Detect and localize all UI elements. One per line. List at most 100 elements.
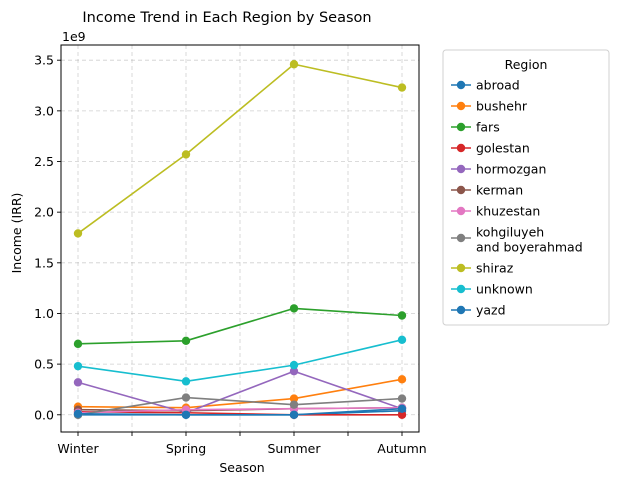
series-line bbox=[77, 406, 403, 414]
data-point bbox=[397, 410, 407, 419]
data-point bbox=[289, 394, 299, 403]
series-line bbox=[77, 370, 403, 414]
series-line bbox=[77, 410, 402, 416]
series-line bbox=[77, 407, 403, 416]
data-point bbox=[397, 394, 407, 403]
data-point bbox=[397, 83, 407, 92]
legend-swatch-marker bbox=[456, 284, 466, 294]
legend-item: khuzestan bbox=[451, 204, 540, 219]
legend-label-line: unknown bbox=[476, 282, 533, 297]
data-point bbox=[181, 377, 191, 386]
series-layer bbox=[73, 60, 407, 419]
y-tick-label: 3.0 bbox=[34, 103, 54, 118]
data-point bbox=[181, 393, 191, 402]
legend-label-line: golestan bbox=[476, 141, 530, 156]
legend-box bbox=[442, 49, 610, 326]
y-offset-label: 1e9 bbox=[62, 29, 86, 44]
legend-item: unknown bbox=[451, 282, 533, 297]
legend-label-line: kerman bbox=[476, 183, 523, 198]
data-point bbox=[181, 336, 191, 346]
series-fars bbox=[73, 304, 407, 349]
y-tick-label: 0.0 bbox=[34, 407, 54, 422]
data-point bbox=[73, 339, 83, 349]
legend-label-line: and boyerahmad bbox=[476, 240, 583, 255]
legend-label-line: shiraz bbox=[476, 261, 514, 276]
legend-swatch-marker bbox=[456, 263, 466, 273]
y-tick-label: 3.5 bbox=[34, 53, 54, 68]
data-point bbox=[397, 375, 407, 384]
legend-label-line: fars bbox=[476, 120, 500, 135]
legend-title: Region bbox=[505, 57, 548, 72]
legend-swatch-marker bbox=[456, 122, 466, 132]
legend-item: golestan bbox=[451, 141, 530, 156]
legend-items: abroad bushehr fars golestan hormozgan kerman… bbox=[451, 78, 583, 318]
legend-label: khuzestan bbox=[476, 204, 540, 219]
legend: Region abroad bushehr fars golestan hormozga… bbox=[442, 49, 610, 326]
legend-label-line: kohgiluyeh bbox=[476, 225, 544, 240]
x-axis-label: Season bbox=[219, 460, 264, 475]
data-point bbox=[289, 360, 299, 370]
chart-title: Income Trend in Each Region by Season bbox=[82, 10, 371, 26]
legend-label: hormozgan bbox=[476, 162, 546, 177]
data-point bbox=[73, 409, 83, 418]
legend-label: shiraz bbox=[476, 261, 514, 276]
y-tick-label: 2.0 bbox=[34, 205, 54, 220]
y-tick-label: 2.5 bbox=[34, 154, 54, 169]
data-point bbox=[289, 304, 299, 313]
series-line bbox=[77, 378, 403, 409]
data-point bbox=[289, 410, 299, 419]
data-point bbox=[181, 410, 191, 419]
y-tick-label: 1.0 bbox=[34, 306, 54, 321]
legend-label-line: yazd bbox=[476, 303, 506, 318]
data-point bbox=[289, 400, 299, 409]
legend-item: kohgiluyeh and boyerahmad bbox=[451, 225, 583, 255]
data-point bbox=[397, 404, 407, 413]
legend-label-line: hormozgan bbox=[476, 162, 546, 177]
legend-swatch-marker bbox=[456, 305, 466, 315]
data-point bbox=[181, 150, 191, 159]
legend-label-line: bushehr bbox=[476, 99, 528, 114]
legend-label: kohgiluyeh and boyerahmad bbox=[476, 225, 583, 255]
y-tick-label: 1.5 bbox=[34, 255, 54, 270]
legend-item: fars bbox=[451, 120, 500, 135]
series-unknown bbox=[73, 335, 407, 386]
legend-label: bushehr bbox=[476, 99, 528, 114]
x-tick-label: Winter bbox=[57, 441, 99, 456]
legend-swatch-marker bbox=[456, 101, 466, 111]
legend-item: bushehr bbox=[451, 99, 528, 114]
legend-label: fars bbox=[476, 120, 500, 135]
series-shiraz bbox=[73, 60, 407, 238]
legend-item: hormozgan bbox=[451, 162, 546, 177]
legend-item: yazd bbox=[451, 303, 506, 318]
legend-swatch-marker bbox=[456, 233, 466, 243]
legend-swatch-marker bbox=[456, 80, 466, 90]
data-point bbox=[397, 311, 407, 320]
legend-swatch-marker bbox=[456, 143, 466, 153]
series-line bbox=[77, 339, 403, 383]
legend-label: yazd bbox=[476, 303, 506, 318]
data-point bbox=[289, 60, 299, 69]
x-tick-label: Spring bbox=[166, 441, 206, 456]
legend-label-line: abroad bbox=[476, 78, 520, 93]
legend-label: golestan bbox=[476, 141, 530, 156]
legend-item: kerman bbox=[451, 183, 523, 198]
legend-item: shiraz bbox=[451, 261, 514, 276]
series-line bbox=[77, 63, 403, 235]
data-point bbox=[397, 335, 407, 345]
legend-label: unknown bbox=[476, 282, 533, 297]
series-line bbox=[77, 307, 403, 345]
data-point bbox=[289, 367, 299, 376]
data-point bbox=[73, 229, 83, 238]
series-line bbox=[77, 396, 403, 416]
data-point bbox=[73, 361, 83, 371]
x-tick-label: Autumn bbox=[377, 441, 426, 456]
legend-swatch-marker bbox=[456, 164, 466, 174]
series-yazd bbox=[73, 404, 407, 419]
legend-label-line: khuzestan bbox=[476, 204, 540, 219]
legend-label: kerman bbox=[476, 183, 523, 198]
tick-layer: Winter Spring Summer Autumn 0.0 0.5 1.0 1.5 2.0 2… bbox=[34, 53, 427, 456]
legend-swatch-marker bbox=[456, 206, 466, 216]
y-axis-label: Income (IRR) bbox=[9, 193, 24, 274]
y-tick-label: 0.5 bbox=[34, 357, 54, 372]
